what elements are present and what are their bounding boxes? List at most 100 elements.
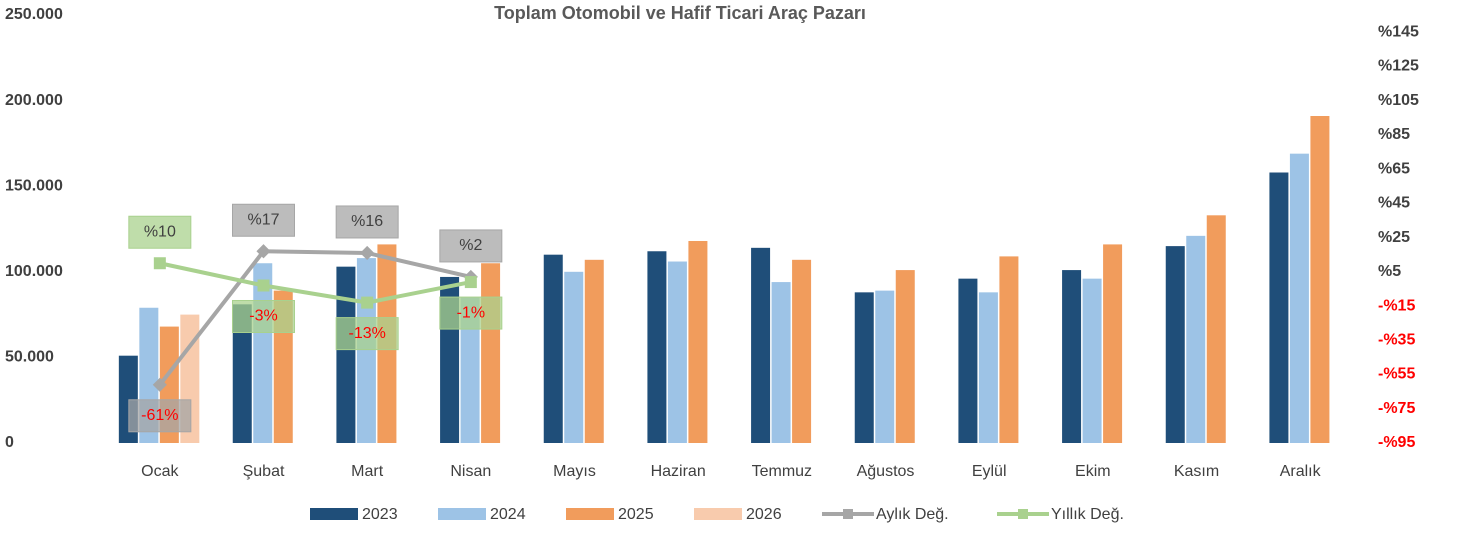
bar (875, 290, 895, 443)
x-tick-label: Haziran (651, 463, 706, 480)
data-label: -1% (457, 304, 485, 321)
line (158, 249, 472, 387)
marker (464, 276, 477, 289)
bar (958, 278, 978, 443)
y2-tick-label: %145 (1378, 23, 1419, 40)
legend-label: 2024 (490, 506, 526, 523)
y-tick-label: 150.000 (5, 177, 63, 194)
x-tick-label: Temmuz (752, 463, 812, 480)
label-box (335, 317, 399, 351)
y2-tick-label: %65 (1378, 160, 1410, 177)
bar (356, 258, 376, 443)
bar (895, 270, 915, 443)
y2-tick-label: %25 (1378, 229, 1410, 246)
x-tick-label: Ekim (1075, 463, 1111, 480)
x-tick-label: Aralık (1280, 463, 1322, 480)
legend-item: Aylık Değ. (822, 506, 949, 523)
bar (1062, 270, 1082, 443)
y2-tick-label: %125 (1378, 58, 1419, 75)
label-box (128, 215, 192, 249)
bar (481, 263, 501, 443)
data-label: -61% (141, 407, 178, 424)
label-box (232, 299, 295, 333)
bar (1310, 116, 1330, 444)
y-tick-label: 250.000 (5, 6, 63, 23)
legend-swatch (566, 508, 614, 520)
legend-label: 2023 (362, 506, 398, 523)
legend-marker (843, 509, 853, 519)
bar (1289, 153, 1309, 443)
line (159, 261, 472, 305)
legend-item: 2025 (566, 506, 654, 523)
y2-tick-label: %85 (1378, 126, 1410, 143)
data-label: %17 (247, 211, 279, 228)
bar (1082, 278, 1102, 443)
legend-swatch (694, 508, 742, 520)
y2-tick-label: -%15 (1378, 297, 1415, 314)
marker (256, 244, 271, 259)
y-tick-label: 100.000 (5, 263, 63, 280)
y2-tick-label: -%75 (1378, 400, 1415, 417)
legend-label: 2026 (746, 506, 782, 523)
legend-swatch (438, 508, 486, 520)
y2-tick-label: -%35 (1378, 331, 1415, 348)
bar (688, 240, 708, 443)
marker (360, 245, 375, 261)
data-label: -13% (348, 325, 385, 342)
bar (854, 292, 874, 443)
bar (751, 247, 771, 443)
x-tick-label: Kasım (1174, 463, 1219, 480)
bar (1269, 172, 1289, 443)
data-label: -3% (249, 308, 277, 325)
x-tick-label: Ocak (141, 463, 179, 480)
y2-tick-label: %45 (1378, 195, 1410, 212)
bar (978, 292, 998, 443)
label-box (232, 203, 295, 237)
label-box (439, 229, 503, 263)
legend-label: 2025 (618, 506, 654, 523)
marker (257, 279, 270, 292)
bar (336, 266, 356, 443)
legend-label: Yıllık Değ. (1051, 506, 1124, 523)
label-box (128, 399, 192, 433)
label-box (439, 296, 503, 330)
bar (584, 259, 604, 443)
bar (771, 282, 791, 443)
bar (1186, 235, 1206, 443)
chart-title: Toplam Otomobil ve Hafif Ticari Araç Paz… (494, 3, 866, 23)
marker (153, 257, 166, 270)
bar (1206, 215, 1226, 443)
legend-label: Aylık Değ. (876, 506, 949, 523)
y2-tick-label: -%95 (1378, 434, 1415, 451)
y-tick-label: 50.000 (5, 349, 54, 366)
legend-item: 2024 (438, 506, 526, 523)
bar (564, 271, 584, 443)
bar (1103, 244, 1123, 443)
y-tick-label: 200.000 (5, 92, 63, 109)
legend-swatch (310, 508, 358, 520)
y2-tick-label: %105 (1378, 92, 1419, 109)
bar (999, 256, 1019, 443)
x-tick-label: Nisan (450, 463, 491, 480)
marker (152, 377, 167, 392)
legend-item: 2026 (694, 506, 782, 523)
legend-marker (1018, 509, 1028, 519)
x-tick-label: Mayıs (553, 463, 596, 480)
bar (543, 254, 563, 443)
bar (667, 261, 687, 443)
y-tick-label: 0 (5, 434, 14, 451)
data-label: %16 (351, 213, 383, 230)
x-tick-label: Eylül (972, 463, 1007, 480)
label-box (335, 205, 399, 239)
x-tick-label: Mart (351, 463, 384, 480)
bar (460, 297, 480, 443)
legend-item: Yıllık Değ. (997, 506, 1124, 523)
x-tick-label: Şubat (243, 463, 285, 480)
y2-tick-label: %5 (1378, 263, 1401, 280)
bar (1165, 246, 1185, 443)
marker (361, 296, 374, 309)
x-tick-label: Ağustos (857, 463, 915, 480)
data-label: %10 (144, 223, 176, 240)
bar (647, 251, 667, 443)
